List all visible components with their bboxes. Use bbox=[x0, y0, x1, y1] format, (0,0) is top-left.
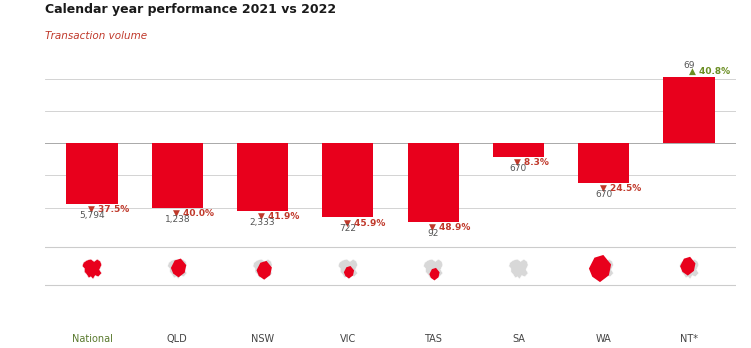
Text: QLD: QLD bbox=[167, 334, 188, 344]
Text: ▼ 8.3%: ▼ 8.3% bbox=[514, 158, 549, 167]
Text: Calendar year performance 2021 vs 2022: Calendar year performance 2021 vs 2022 bbox=[45, 3, 336, 16]
Polygon shape bbox=[680, 259, 698, 279]
Text: Transaction volume: Transaction volume bbox=[45, 31, 147, 41]
Text: 670: 670 bbox=[595, 190, 612, 199]
Polygon shape bbox=[344, 266, 354, 278]
Polygon shape bbox=[171, 259, 186, 277]
Text: 2,333: 2,333 bbox=[250, 218, 276, 227]
Polygon shape bbox=[253, 259, 273, 279]
Bar bbox=[578, 143, 629, 183]
Polygon shape bbox=[594, 259, 614, 279]
Text: 5,794: 5,794 bbox=[79, 211, 105, 220]
Text: ▼ 40.0%: ▼ 40.0% bbox=[173, 209, 214, 218]
Ellipse shape bbox=[433, 275, 436, 276]
Bar bbox=[66, 143, 118, 204]
Text: ▼ 37.5%: ▼ 37.5% bbox=[88, 205, 129, 214]
Text: 1,238: 1,238 bbox=[164, 215, 190, 224]
Bar bbox=[663, 78, 715, 143]
Bar bbox=[493, 143, 544, 157]
Bar bbox=[237, 143, 288, 211]
Text: 92: 92 bbox=[427, 229, 439, 238]
Text: WA: WA bbox=[596, 334, 611, 344]
Polygon shape bbox=[167, 259, 187, 279]
Polygon shape bbox=[83, 259, 101, 279]
Text: 670: 670 bbox=[510, 164, 527, 173]
Bar bbox=[408, 143, 459, 222]
Text: National: National bbox=[71, 334, 113, 344]
Polygon shape bbox=[589, 255, 611, 282]
Text: ▲ 40.8%: ▲ 40.8% bbox=[689, 67, 730, 76]
Text: ▼ 24.5%: ▼ 24.5% bbox=[599, 184, 641, 193]
Bar bbox=[152, 143, 203, 208]
Polygon shape bbox=[430, 268, 439, 280]
Polygon shape bbox=[338, 259, 357, 279]
Text: ▼ 45.9%: ▼ 45.9% bbox=[344, 219, 385, 228]
Text: 722: 722 bbox=[339, 224, 357, 234]
Polygon shape bbox=[257, 261, 272, 280]
Polygon shape bbox=[680, 257, 695, 276]
Text: 69: 69 bbox=[683, 61, 695, 70]
Text: ▼ 41.9%: ▼ 41.9% bbox=[258, 212, 300, 221]
Polygon shape bbox=[424, 259, 443, 279]
Polygon shape bbox=[508, 259, 528, 279]
Text: SA: SA bbox=[512, 334, 525, 344]
Text: VIC: VIC bbox=[339, 334, 356, 344]
Text: ▼ 48.9%: ▼ 48.9% bbox=[429, 223, 470, 232]
Polygon shape bbox=[83, 259, 101, 279]
Text: TAS: TAS bbox=[424, 334, 442, 344]
Text: NSW: NSW bbox=[251, 334, 274, 344]
Bar bbox=[322, 143, 373, 217]
Text: NT*: NT* bbox=[680, 334, 698, 344]
